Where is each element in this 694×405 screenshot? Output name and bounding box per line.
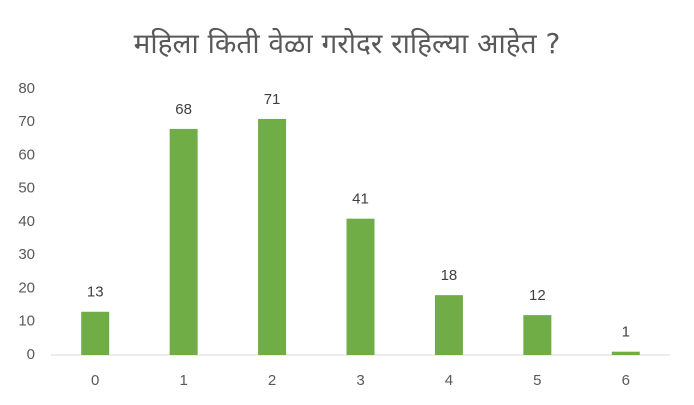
x-tick-label: 4 <box>445 372 453 389</box>
data-label: 18 <box>441 267 458 284</box>
x-tick-label: 1 <box>179 372 187 389</box>
x-tick-label: 6 <box>622 372 630 389</box>
x-tick-label: 2 <box>268 372 276 389</box>
x-tick-label: 0 <box>91 372 99 389</box>
y-tick-label: 30 <box>18 246 35 263</box>
bar <box>434 295 463 355</box>
data-label: 12 <box>529 287 546 304</box>
x-tick-label: 3 <box>356 372 364 389</box>
y-tick-label: 20 <box>18 279 35 296</box>
data-label: 41 <box>352 191 369 208</box>
data-label: 13 <box>87 284 104 301</box>
data-label: 68 <box>175 101 192 118</box>
bar <box>611 351 640 355</box>
bar <box>81 311 110 355</box>
bar <box>258 118 287 355</box>
bar <box>523 315 552 355</box>
y-tick-label: 60 <box>18 146 35 163</box>
data-label: 71 <box>264 91 281 108</box>
y-tick-label: 80 <box>18 80 35 97</box>
y-tick-label: 0 <box>27 346 35 363</box>
chart-title: महिला किती वेळा गरोदर राहिल्या आहेत ? <box>134 27 561 60</box>
y-tick-label: 10 <box>18 313 35 330</box>
bar <box>346 218 375 355</box>
y-tick-label: 70 <box>18 113 35 130</box>
x-tick-label: 5 <box>533 372 541 389</box>
bar <box>169 128 198 355</box>
y-tick-label: 50 <box>18 180 35 197</box>
data-label: 1 <box>622 324 630 341</box>
y-tick-label: 40 <box>18 213 35 230</box>
